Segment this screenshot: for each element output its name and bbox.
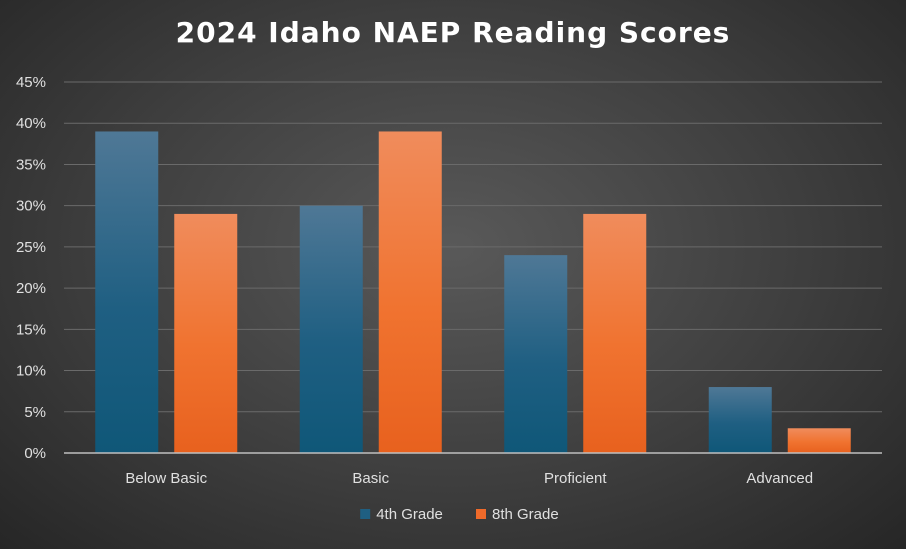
y-tick-label: 25% xyxy=(16,239,46,256)
bars xyxy=(95,131,851,453)
legend-swatch xyxy=(360,509,371,519)
axes: 0% 5% 10% 15% 20% 25% 30% 35% 40% 45% Below Basic B… xyxy=(16,74,882,487)
x-tick-label: Proficient xyxy=(544,470,607,487)
y-tick-label: 20% xyxy=(16,280,46,297)
y-tick-label: 5% xyxy=(24,404,46,421)
legend-label: 4th Grade xyxy=(376,506,443,523)
y-tick-label: 40% xyxy=(16,115,46,132)
bar-4th-grade xyxy=(95,131,159,453)
bar-8th-grade xyxy=(378,131,442,453)
bar-8th-grade xyxy=(174,213,238,453)
y-tick-label: 35% xyxy=(16,156,46,173)
bar-4th-grade xyxy=(708,387,772,453)
legend-label: 8th Grade xyxy=(492,506,559,523)
y-tick-label: 15% xyxy=(16,321,46,338)
bar-8th-grade xyxy=(787,428,851,453)
legend-swatch xyxy=(476,509,486,519)
y-tick-label: 45% xyxy=(16,74,46,91)
x-tick-label: Below Basic xyxy=(125,470,207,487)
bar-4th-grade xyxy=(299,205,363,453)
legend: 4th Grade 8th Grade xyxy=(360,506,559,523)
chart-title: 2024 Idaho NAEP Reading Scores xyxy=(175,16,731,49)
y-tick-label: 0% xyxy=(24,445,46,462)
y-tick-label: 30% xyxy=(16,198,46,215)
bar-8th-grade xyxy=(583,213,647,453)
y-tick-label: 10% xyxy=(16,363,46,380)
x-tick-label: Basic xyxy=(352,470,389,487)
x-tick-label: Advanced xyxy=(746,470,813,487)
bar-4th-grade xyxy=(504,255,568,453)
